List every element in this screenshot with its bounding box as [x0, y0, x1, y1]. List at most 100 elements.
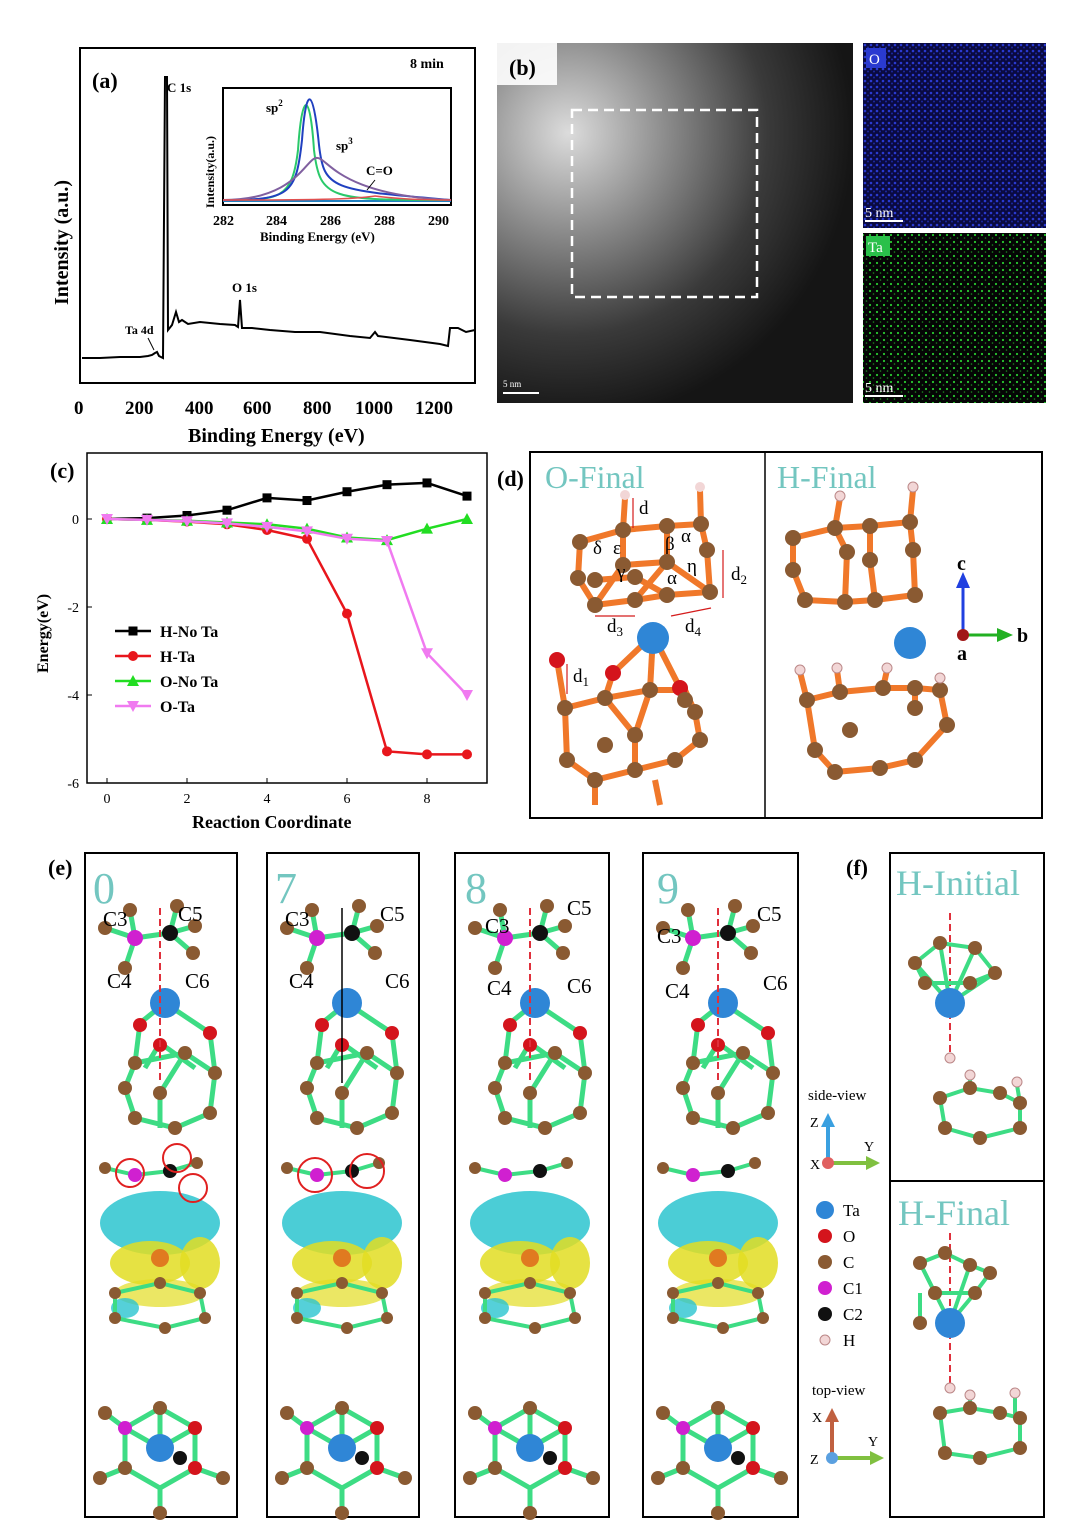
atom-labels: C3 C5 C4 C6 — [285, 902, 410, 993]
legend-marker — [128, 651, 138, 661]
label-alpha-2: α — [667, 568, 677, 589]
label-c5: C5 — [380, 902, 405, 926]
h-final-title-f: H-Final — [898, 1193, 1010, 1233]
axis-x: X — [812, 1411, 822, 1426]
inset-frame — [222, 87, 452, 206]
xtick: 1000 — [355, 398, 393, 419]
chart-x-label: Reaction Coordinate — [192, 812, 351, 832]
crystal-axes-icon: c b a — [956, 553, 1028, 665]
data-point — [141, 514, 153, 526]
y-tick-label: -6 — [67, 777, 79, 792]
label-d3: d3 — [607, 616, 623, 639]
x-tick-label: 6 — [344, 792, 351, 807]
chart-y-label: Energy(eV) — [35, 594, 52, 673]
o1s-label: O 1s — [232, 280, 257, 295]
side-view-label: side-view — [808, 1088, 866, 1104]
legend-swatch — [818, 1229, 832, 1243]
x-axis-label: Binding Energy (eV) — [188, 425, 365, 447]
top-view-label: top-view — [812, 1383, 865, 1399]
panel-label-f: (f) — [846, 855, 868, 880]
axis-z: Z — [810, 1453, 819, 1468]
label-c4: C4 — [289, 969, 314, 993]
o-final-cage-bottom — [554, 632, 704, 806]
xtick: 800 — [303, 398, 332, 419]
atom-labels: C3 C5 C4 C6 — [103, 902, 210, 993]
label-c4: C4 — [107, 969, 132, 993]
chart-frame — [86, 452, 488, 784]
axis-b: b — [1017, 625, 1028, 647]
data-point — [422, 478, 432, 488]
o-final-title: O-Final — [545, 459, 645, 495]
frame-index: 9 — [657, 864, 679, 913]
data-point — [341, 533, 353, 545]
c1s-label: C 1s — [167, 80, 191, 95]
map-ta-scale: 5 nm — [865, 381, 894, 396]
geometry-labels: d δ ε γ α β α η d2 d3 d4 d1 — [573, 498, 747, 689]
data-point — [221, 518, 233, 530]
ta4d-label: Ta 4d — [125, 323, 154, 337]
x-tick-label: 0 — [104, 792, 111, 807]
panel-d: (d) O-Final H-Final d δ ε γ α β α η d2 d… — [497, 451, 1043, 819]
label-c4: C4 — [665, 979, 690, 1003]
data-point — [421, 648, 433, 660]
side-view-axes: side-view Z Y X — [808, 1088, 880, 1173]
y-tick-label: -2 — [67, 601, 79, 616]
panel-label-c: (c) — [50, 458, 74, 483]
label-gamma: γ — [616, 562, 625, 583]
label-c5: C5 — [567, 896, 592, 920]
data-point — [181, 516, 193, 528]
label-c5: C5 — [178, 902, 203, 926]
o-final-atoms-bottom — [549, 622, 708, 788]
inset-xticks: 282 284 286 288 290 — [213, 214, 449, 229]
legend-swatch — [818, 1307, 832, 1321]
xtick: 1200 — [415, 398, 453, 419]
data-point — [301, 526, 313, 538]
x-tick-label: 8 — [424, 792, 431, 807]
legend-swatch — [818, 1255, 832, 1269]
xtick: 400 — [185, 398, 214, 419]
legend-label: H — [843, 1331, 855, 1350]
xtick: 600 — [243, 398, 272, 419]
h-final-atoms — [785, 481, 955, 780]
map-o-label: O — [869, 52, 880, 68]
label-d: d — [639, 498, 649, 519]
xtick: 0 — [74, 398, 84, 419]
xtick: 284 — [266, 214, 287, 229]
legend-label: O-Ta — [160, 699, 195, 716]
legend-swatch — [819, 1334, 831, 1346]
legend-label: O — [843, 1227, 855, 1246]
label-c4: C4 — [487, 976, 512, 1000]
frame-0: 0 C3 C5 C4 C6 — [84, 852, 238, 1520]
label-d4: d4 — [685, 616, 702, 639]
legend-marker — [127, 701, 139, 712]
label-eta: η — [687, 556, 697, 577]
xtick: 282 — [213, 214, 234, 229]
data-point — [342, 487, 352, 497]
axis-x: X — [810, 1158, 820, 1173]
map-o-scale: 5 nm — [865, 206, 894, 221]
legend-label: C — [843, 1253, 854, 1272]
x-tick-label: 4 — [264, 792, 271, 807]
frame-index: 8 — [465, 864, 487, 913]
x-tick-label: 2 — [184, 792, 191, 807]
panel-e: (e) 0 C3 C5 C4 C6 7 — [0, 845, 1080, 1525]
panel-label-e: (e) — [48, 855, 72, 880]
y-tick-label: -4 — [67, 689, 79, 704]
data-point — [302, 533, 312, 544]
data-point — [461, 513, 473, 524]
data-point — [261, 521, 273, 533]
frame-8: 8 C3 C5 C4 C6 — [454, 852, 610, 1520]
top-view-axes: top-view X Y Z — [810, 1383, 884, 1468]
inset-x-label: Binding Energy (eV) — [260, 229, 375, 244]
x-axis-ticks: 0 200 400 600 800 1000 1200 — [74, 398, 453, 419]
panel-a: (a) 8 min 0 200 400 600 800 1000 1200 Bi… — [51, 47, 476, 447]
sp2-label: sp2 — [266, 98, 283, 115]
label-d2: d2 — [731, 564, 747, 587]
panel-label-a: (a) — [92, 68, 118, 93]
panel-label-d: (d) — [497, 466, 524, 491]
panel-b: (b) 5 nm O 5 nm Ta 5 nm — [497, 43, 1046, 403]
legend-label: H-Ta — [160, 649, 195, 666]
atom-labels: C3 C5 C4 C6 — [657, 902, 788, 1003]
data-point — [462, 491, 472, 501]
axis-y: Y — [864, 1140, 874, 1155]
